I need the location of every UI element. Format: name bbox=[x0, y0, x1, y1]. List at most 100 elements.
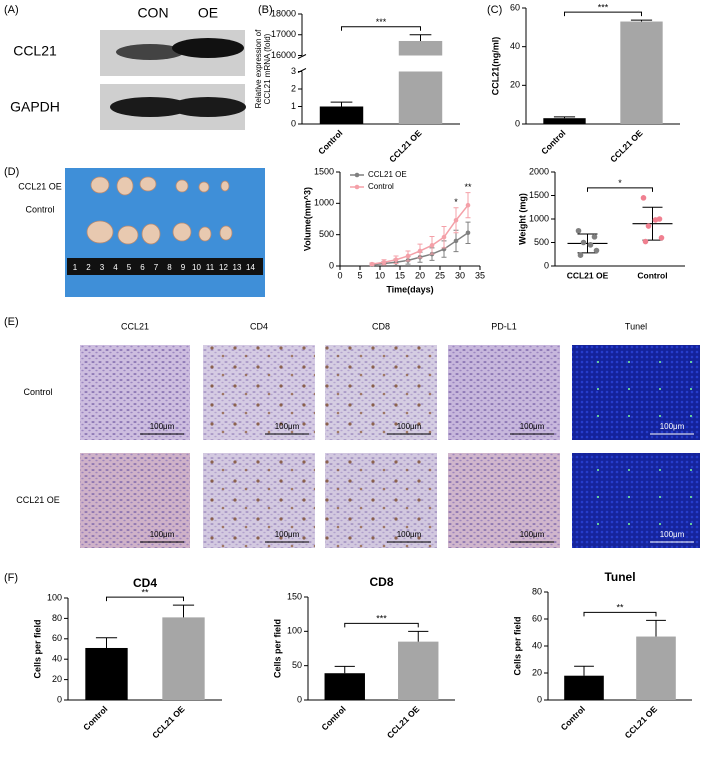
ihc-texture bbox=[325, 453, 437, 548]
scale-bar-label: 100μm bbox=[660, 422, 685, 431]
chart-title: CD8 bbox=[369, 575, 393, 589]
ihc-texture bbox=[572, 453, 700, 548]
ihc-texture bbox=[448, 345, 560, 440]
blot-column: OE bbox=[198, 5, 218, 21]
point bbox=[593, 247, 600, 254]
blot-band bbox=[116, 44, 184, 60]
y-tick-label: 0 bbox=[297, 694, 302, 704]
ruler-number: 7 bbox=[154, 263, 159, 272]
x-tick-label: CCL21 OE bbox=[567, 270, 609, 280]
y-tick-label: 80 bbox=[52, 613, 62, 623]
bar bbox=[398, 71, 443, 124]
error-bar bbox=[408, 630, 429, 642]
y-axis-label: Cells per field bbox=[272, 619, 282, 678]
bar bbox=[319, 106, 364, 124]
ihc-texture bbox=[203, 453, 315, 548]
point bbox=[591, 234, 598, 240]
chart-title: Tunel bbox=[604, 570, 635, 584]
bar bbox=[620, 21, 663, 124]
axis-break bbox=[297, 54, 307, 73]
x-tick-label: Control bbox=[316, 128, 344, 156]
y-tick-label: 50 bbox=[292, 660, 302, 670]
significance: *** bbox=[598, 3, 609, 13]
x-tick-label: Control bbox=[559, 704, 587, 732]
ruler-number: 9 bbox=[181, 263, 186, 272]
significance: *** bbox=[376, 614, 387, 624]
bar bbox=[398, 40, 443, 56]
scale-bar-label: 100μm bbox=[397, 530, 422, 539]
panel-label: (D) bbox=[4, 166, 19, 178]
x-tick-label: 30 bbox=[455, 270, 465, 280]
y-tick-label: 20 bbox=[532, 667, 542, 677]
point bbox=[441, 234, 447, 240]
ruler-number: 10 bbox=[192, 263, 201, 272]
blot-band bbox=[172, 38, 244, 58]
panel-label: (E) bbox=[4, 316, 19, 328]
y-tick-label: 2000 bbox=[529, 166, 549, 176]
ruler-number: 3 bbox=[100, 263, 105, 272]
ruler-number: 11 bbox=[206, 263, 215, 272]
x-tick-label: 5 bbox=[357, 270, 362, 280]
panel-label: (C) bbox=[487, 4, 502, 16]
point bbox=[575, 227, 582, 234]
y-tick-label: 18000 bbox=[271, 8, 296, 18]
point bbox=[580, 239, 587, 246]
y-tick-label: 0 bbox=[57, 694, 62, 704]
bar bbox=[85, 647, 128, 700]
y-tick-label: 2 bbox=[291, 83, 296, 93]
point bbox=[405, 253, 411, 259]
y-tick-label: 20 bbox=[52, 674, 62, 684]
scale-bar-label: 100μm bbox=[520, 530, 545, 539]
error-bar bbox=[574, 665, 594, 676]
error-bar bbox=[646, 619, 666, 637]
scale-bar-label: 100μm bbox=[275, 530, 300, 539]
significance-bracket bbox=[564, 11, 642, 17]
legend-label: CCL21 OE bbox=[368, 170, 407, 179]
y-axis-label: Cells per field bbox=[32, 619, 42, 678]
x-tick-label: 25 bbox=[435, 270, 445, 280]
ihc-texture bbox=[80, 345, 190, 440]
ruler-number: 8 bbox=[167, 263, 172, 272]
significance: ** bbox=[616, 603, 624, 613]
blot-row: GAPDH bbox=[10, 99, 60, 115]
error-bar bbox=[630, 19, 653, 22]
y-tick-label: 0 bbox=[544, 260, 549, 270]
point bbox=[381, 259, 387, 265]
scale-bar-label: 100μm bbox=[275, 422, 300, 431]
ihc-row-label: Control bbox=[23, 387, 52, 397]
y-tick-label: 80 bbox=[532, 586, 542, 596]
significance: *** bbox=[376, 17, 387, 27]
y-tick-label: 1500 bbox=[314, 166, 334, 176]
y-tick-label: 60 bbox=[510, 2, 520, 12]
x-tick-label: 20 bbox=[415, 270, 425, 280]
point bbox=[652, 217, 659, 223]
y-axis-label: Relative expression of bbox=[254, 29, 263, 108]
ihc-texture bbox=[448, 453, 560, 548]
y-tick-label: 0 bbox=[291, 118, 296, 128]
point bbox=[640, 195, 647, 201]
point bbox=[642, 238, 649, 245]
panel-label: (A) bbox=[4, 4, 19, 16]
point bbox=[429, 243, 435, 248]
ruler-number: 2 bbox=[86, 263, 91, 272]
ihc-texture bbox=[325, 345, 437, 440]
blot-band bbox=[170, 97, 246, 117]
ruler-number: 14 bbox=[246, 263, 255, 272]
significance: * bbox=[618, 178, 622, 188]
scale-bar-label: 100μm bbox=[150, 422, 175, 431]
point bbox=[645, 223, 652, 229]
x-axis-label: Time(days) bbox=[386, 284, 433, 294]
legend-label: Control bbox=[368, 182, 394, 191]
ruler-number: 6 bbox=[140, 263, 145, 272]
point bbox=[587, 242, 594, 248]
ruler-number: 13 bbox=[233, 263, 242, 272]
x-tick-label: 0 bbox=[337, 270, 342, 280]
y-tick-label: 40 bbox=[510, 41, 520, 51]
point bbox=[453, 238, 459, 244]
significance-bracket bbox=[341, 26, 421, 31]
significance: ** bbox=[141, 588, 149, 598]
legend-marker bbox=[354, 172, 360, 178]
significance-bracket bbox=[106, 596, 184, 602]
ihc-texture bbox=[203, 345, 315, 440]
